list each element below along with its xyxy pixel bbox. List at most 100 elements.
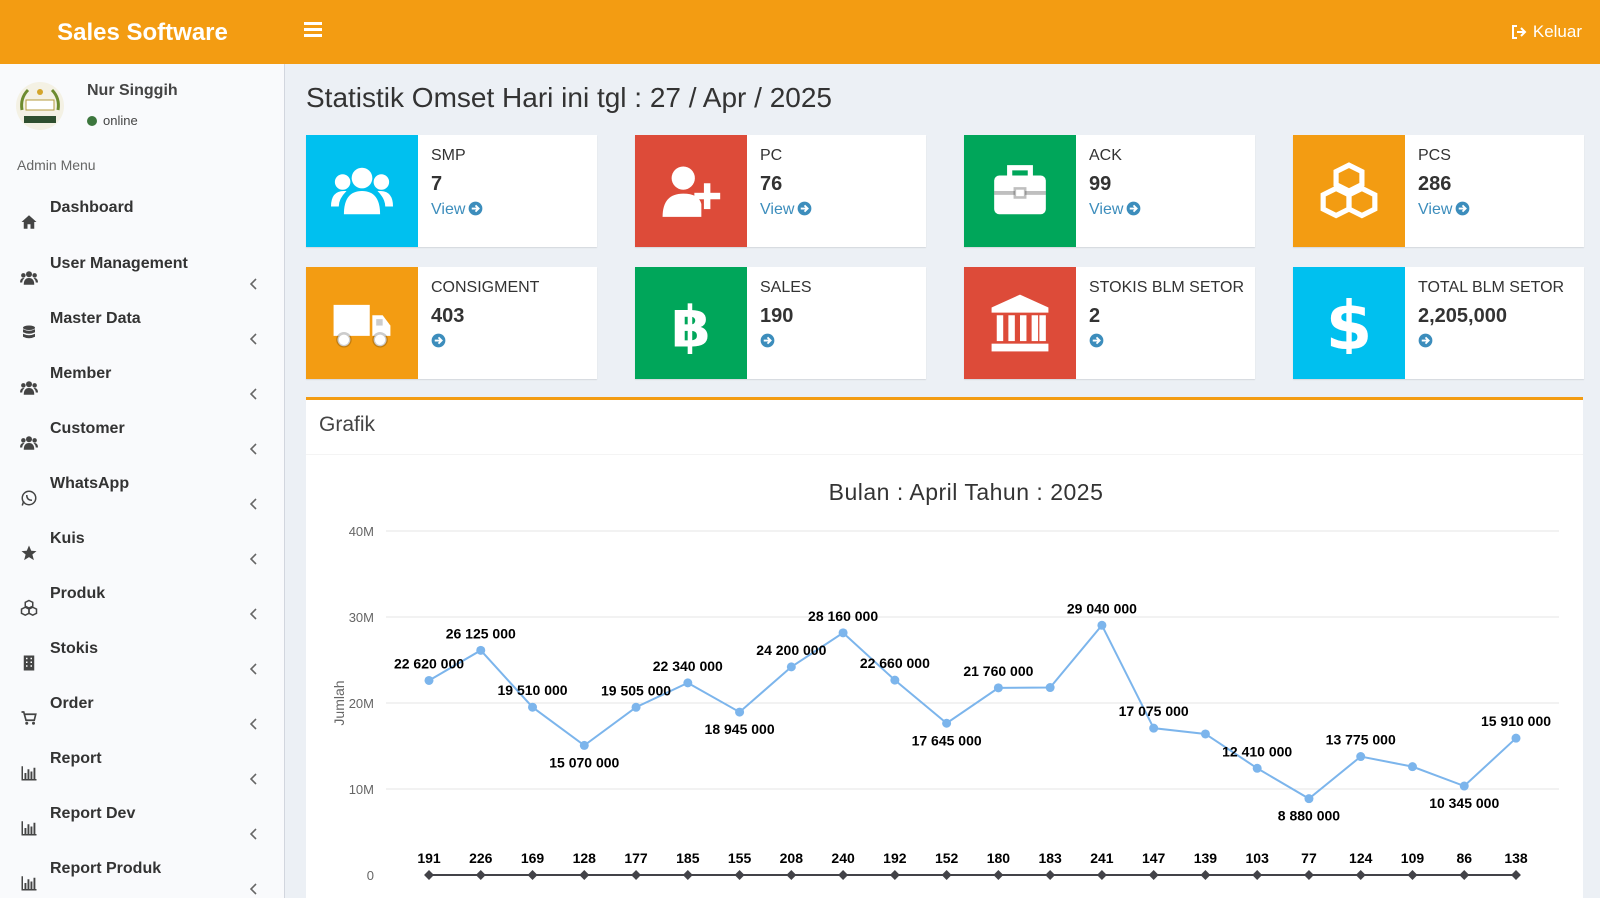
sidebar-item-customer[interactable]: Customer [0, 401, 284, 456]
data-label-amount: 22 620 000 [394, 655, 464, 671]
sign-out-icon [1511, 25, 1527, 39]
home-icon [20, 199, 38, 229]
data-label-amount: 15 070 000 [549, 754, 619, 770]
info-box-view-link[interactable]: View [431, 201, 483, 219]
data-label-count: 191 [417, 850, 441, 866]
series-point-amount [528, 702, 538, 712]
data-label-amount: 28 160 000 [808, 608, 878, 624]
data-label-count: 86 [1456, 850, 1472, 866]
sidebar-item-kuis[interactable]: Kuis [0, 511, 284, 566]
data-label-count: 147 [1142, 850, 1166, 866]
bar-chart-icon [20, 750, 38, 781]
sidebar-item-report-produk[interactable]: Report Produk [0, 841, 284, 896]
info-box-label: SMP [431, 147, 466, 164]
sidebar-item-master-data[interactable]: Master Data [0, 291, 284, 346]
sidebar-item-whatsapp[interactable]: WhatsApp [0, 456, 284, 511]
y-tick-label: 10M [349, 782, 374, 797]
series-line-amount [428, 623, 1517, 800]
series-point-amount [1459, 781, 1469, 791]
sidebar-item-stokis[interactable]: Stokis [0, 621, 284, 676]
info-box-value: 99 [1089, 173, 1112, 195]
info-box-label: ACK [1089, 147, 1122, 164]
arrow-circle-right-icon [1418, 333, 1433, 350]
info-box-label: SALES [760, 279, 812, 296]
avatar [16, 82, 64, 130]
info-box-value: 403 [431, 305, 465, 327]
info-box-view-link[interactable] [760, 333, 775, 351]
cubes-icon [20, 585, 38, 616]
info-box-view-link[interactable] [431, 333, 446, 351]
info-box-view-link[interactable]: View [1089, 201, 1141, 219]
whatsapp-icon [20, 475, 38, 506]
data-label-amount: 22 660 000 [860, 655, 930, 671]
info-box-view-link[interactable] [1418, 333, 1433, 351]
sidebar-item-dashboard[interactable]: Dashboard [0, 180, 284, 236]
series-point-amount [1252, 763, 1262, 773]
sidebar-item-member[interactable]: Member [0, 346, 284, 401]
series-point-amount [424, 675, 434, 685]
users-icon [20, 365, 38, 395]
menu-header: Admin Menu [17, 157, 96, 173]
series-point-count [838, 870, 849, 880]
y-axis-label: Jumlah [331, 680, 347, 725]
sidebar-item-order[interactable]: Order [0, 676, 284, 731]
building-icon [20, 640, 38, 671]
data-label-count: 77 [1301, 850, 1317, 866]
series-point-amount [1149, 723, 1159, 733]
bitcoin-icon: ฿ [635, 267, 747, 379]
info-box-consigment: CONSIGMENT 403 [306, 267, 597, 379]
sidebar-item-produk[interactable]: Produk [0, 566, 284, 621]
info-box-sales: ฿ SALES 190 [635, 267, 926, 379]
y-tick-label: 20M [349, 696, 374, 711]
sidebar: Nur Singgih online Admin Menu Dashboard U… [0, 64, 285, 898]
series-point-amount [942, 718, 952, 728]
arrow-circle-right-icon [760, 333, 775, 350]
series-point-amount [786, 662, 796, 672]
data-label-amount: 19 510 000 [497, 682, 567, 698]
arrow-circle-right-icon [465, 201, 483, 218]
user-name: Nur Singgih [87, 82, 178, 99]
app-logo[interactable]: Sales Software [57, 19, 228, 46]
chevron-left-icon [249, 258, 258, 290]
info-box-view-link[interactable] [1089, 333, 1104, 351]
data-label-count: 180 [987, 850, 1011, 866]
user-status: online [87, 113, 138, 128]
series-point-count [993, 870, 1004, 880]
series-point-count [1200, 870, 1211, 880]
truck-icon [306, 267, 418, 379]
bar-chart-icon [20, 860, 38, 891]
data-label-count: 138 [1504, 850, 1528, 866]
chevron-left-icon [249, 533, 258, 565]
info-box-pcs: PCS 286 View [1293, 135, 1584, 247]
y-tick-label: 30M [349, 610, 374, 625]
sidebar-item-label: Report [50, 750, 102, 767]
series-point-count [1045, 870, 1056, 880]
info-box-view-link[interactable]: View [760, 201, 812, 219]
info-box-view-label: View [1418, 201, 1453, 218]
series-point-count [682, 870, 693, 880]
data-label-amount: 26 125 000 [446, 625, 516, 641]
sidebar-item-user-management[interactable]: User Management [0, 236, 284, 291]
data-label-amount: 12 410 000 [1222, 743, 1292, 759]
logout-button[interactable]: Keluar [1511, 0, 1582, 64]
user-plus-icon [635, 135, 747, 247]
sidebar-item-report[interactable]: Report [0, 731, 284, 786]
info-box-value: 2 [1089, 305, 1101, 327]
line-chart: Bulan : April Tahun : 2025 0 10M 20M 30M 40M J… [331, 479, 1559, 883]
info-box-stokis-blm-setor: STOKIS BLM SETOR 2 [964, 267, 1255, 379]
cart-icon [20, 695, 38, 725]
chevron-left-icon [249, 698, 258, 730]
data-label-amount: 24 200 000 [756, 642, 826, 658]
series-point-amount [1407, 762, 1417, 772]
info-box-label: STOKIS BLM SETOR [1089, 279, 1245, 296]
data-label-count: 192 [883, 850, 907, 866]
series-point-amount [1200, 729, 1210, 739]
data-label-amount: 10 345 000 [1429, 795, 1499, 811]
sidebar-item-report-dev[interactable]: Report Dev [0, 786, 284, 841]
sidebar-toggle-icon[interactable] [304, 22, 322, 40]
info-box-view-link[interactable]: View [1418, 201, 1470, 219]
sidebar-item-label: Member [50, 365, 112, 382]
user-status-label: online [103, 113, 138, 128]
series-point-amount [1045, 683, 1055, 693]
series-point-amount [1304, 794, 1314, 804]
